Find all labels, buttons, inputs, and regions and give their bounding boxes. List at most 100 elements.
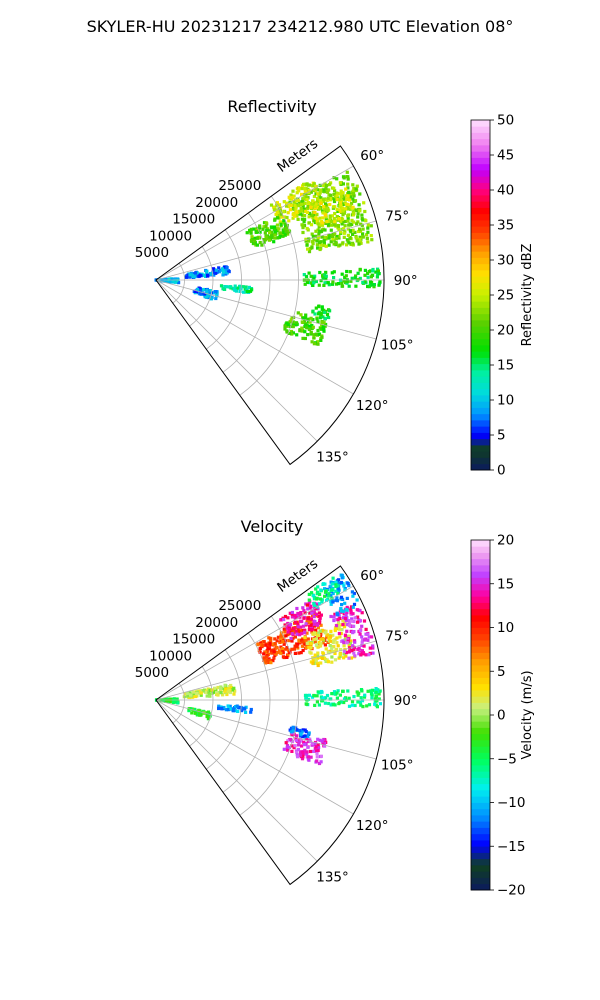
refl-echo-cell	[307, 250, 312, 254]
refl-echo-cell	[366, 240, 370, 244]
refl-echo-cell	[349, 242, 353, 246]
refl-echo-cell	[369, 224, 373, 228]
refl-echo-cell	[340, 222, 344, 226]
refl-echo-cell	[324, 204, 328, 208]
vel-colorbar-step	[471, 846, 490, 853]
refl-echo-cell	[303, 316, 308, 320]
refl-echo-cell	[321, 188, 325, 192]
vel-echo-cell	[342, 612, 346, 616]
vel-echo-cell	[331, 582, 335, 586]
vel-echo-cell	[321, 641, 325, 645]
vel-echo-cell	[369, 689, 373, 693]
refl-echo-cell	[319, 279, 323, 283]
refl-echo-cell	[346, 194, 350, 198]
refl-theta-tick-label: 105°	[381, 338, 414, 354]
vel-echo-cell	[336, 644, 340, 648]
vel-echo-cell	[295, 632, 299, 636]
refl-echo-cell	[197, 286, 201, 290]
refl-echo-cell	[321, 276, 325, 281]
vel-echo-region	[303, 687, 382, 709]
vel-echo-cell	[324, 647, 328, 651]
refl-echo-cell	[309, 213, 313, 217]
vel-echo-cell	[297, 640, 301, 644]
vel-echo-cell	[323, 701, 327, 705]
refl-echo-cell	[292, 205, 296, 209]
refl-echo-cell	[316, 218, 320, 222]
refl-theta-tick-label: 135°	[316, 450, 349, 466]
refl-echo-cell	[325, 235, 329, 240]
refl-echo-cell	[363, 268, 367, 272]
vel-echo-cell	[364, 632, 368, 636]
vel-echo-cell	[273, 637, 277, 641]
vel-echo-cell	[229, 686, 233, 690]
vel-echo-cell	[295, 728, 299, 732]
vel-colorbar-step	[471, 746, 490, 753]
vel-echo-cell	[336, 618, 340, 622]
refl-echo-cell	[286, 322, 290, 326]
refl-echo-cell	[219, 284, 224, 288]
vel-echo-cell	[337, 625, 341, 629]
refl-echo-cell	[314, 332, 318, 336]
vel-echo-cell	[331, 650, 335, 654]
refl-echo-region	[309, 187, 356, 227]
refl-echo-cell	[219, 268, 223, 272]
refl-echo-cell	[305, 198, 309, 202]
vel-echo-cell	[314, 607, 318, 611]
refl-colorbar-step	[471, 226, 490, 233]
vel-echo-cell	[366, 638, 370, 642]
refl-echo-cell	[350, 222, 354, 226]
vel-echo-cell	[310, 630, 314, 634]
refl-theta-tick-label: 75°	[385, 208, 409, 224]
refl-echo-cell	[330, 282, 335, 286]
refl-echo-cell	[317, 204, 321, 208]
vel-echo-cell	[300, 638, 304, 642]
refl-echo-cell	[287, 202, 291, 206]
refl-echo-cell	[335, 235, 339, 239]
vel-colorbar-step	[471, 858, 490, 866]
refl-echo-cell	[312, 182, 316, 186]
refl-echo-cell	[352, 207, 356, 211]
vel-echo-cell	[287, 745, 291, 749]
refl-echo-cell	[292, 213, 296, 217]
vel-echo-cell	[358, 628, 362, 633]
vel-echo-cell	[228, 704, 232, 708]
vel-echo-cell	[322, 656, 327, 660]
vel-echo-cell	[339, 580, 343, 585]
refl-echo-cell	[323, 273, 327, 277]
vel-echo-cell	[284, 741, 288, 745]
vel-echo-cell	[272, 650, 276, 654]
vel-echo-cell	[261, 643, 265, 648]
vel-echo-cell	[298, 619, 303, 623]
refl-echo-cell	[307, 191, 311, 195]
refl-echo-cell	[311, 283, 315, 287]
vel-echo-cell	[229, 707, 233, 711]
vel-echo-cell	[258, 646, 262, 651]
vel-echo-cell	[266, 658, 270, 662]
vel-echo-cell	[346, 689, 350, 693]
vel-echo-cell	[312, 624, 317, 628]
vel-echo-cell	[345, 623, 349, 627]
vel-echo-cell	[285, 746, 289, 750]
refl-echo-cell	[209, 289, 213, 293]
vel-colorbar-step	[471, 765, 490, 772]
refl-echo-cell	[297, 186, 301, 190]
vel-echo-cell	[286, 630, 290, 634]
refl-echo-cell	[317, 225, 321, 229]
refl-echo-cell	[175, 279, 179, 283]
refl-echo-cell	[307, 239, 311, 243]
refl-echo-region	[245, 212, 292, 247]
refl-echo-cell	[338, 243, 342, 247]
refl-echo-cell	[312, 194, 316, 199]
vel-echo-cell	[276, 635, 280, 639]
refl-colorbar-step	[471, 182, 490, 190]
vel-echo-cell	[326, 660, 330, 664]
vel-echo-cell	[295, 620, 299, 624]
vel-echo-cell	[344, 654, 348, 658]
vel-echo-cell	[304, 622, 308, 626]
refl-echo-cell	[238, 284, 242, 288]
refl-echo-cell	[348, 207, 352, 211]
vel-echo-cell	[259, 641, 263, 645]
vel-echo-cell	[290, 632, 294, 636]
refl-colorbar-step	[471, 170, 490, 177]
refl-echo-cell	[285, 215, 289, 220]
